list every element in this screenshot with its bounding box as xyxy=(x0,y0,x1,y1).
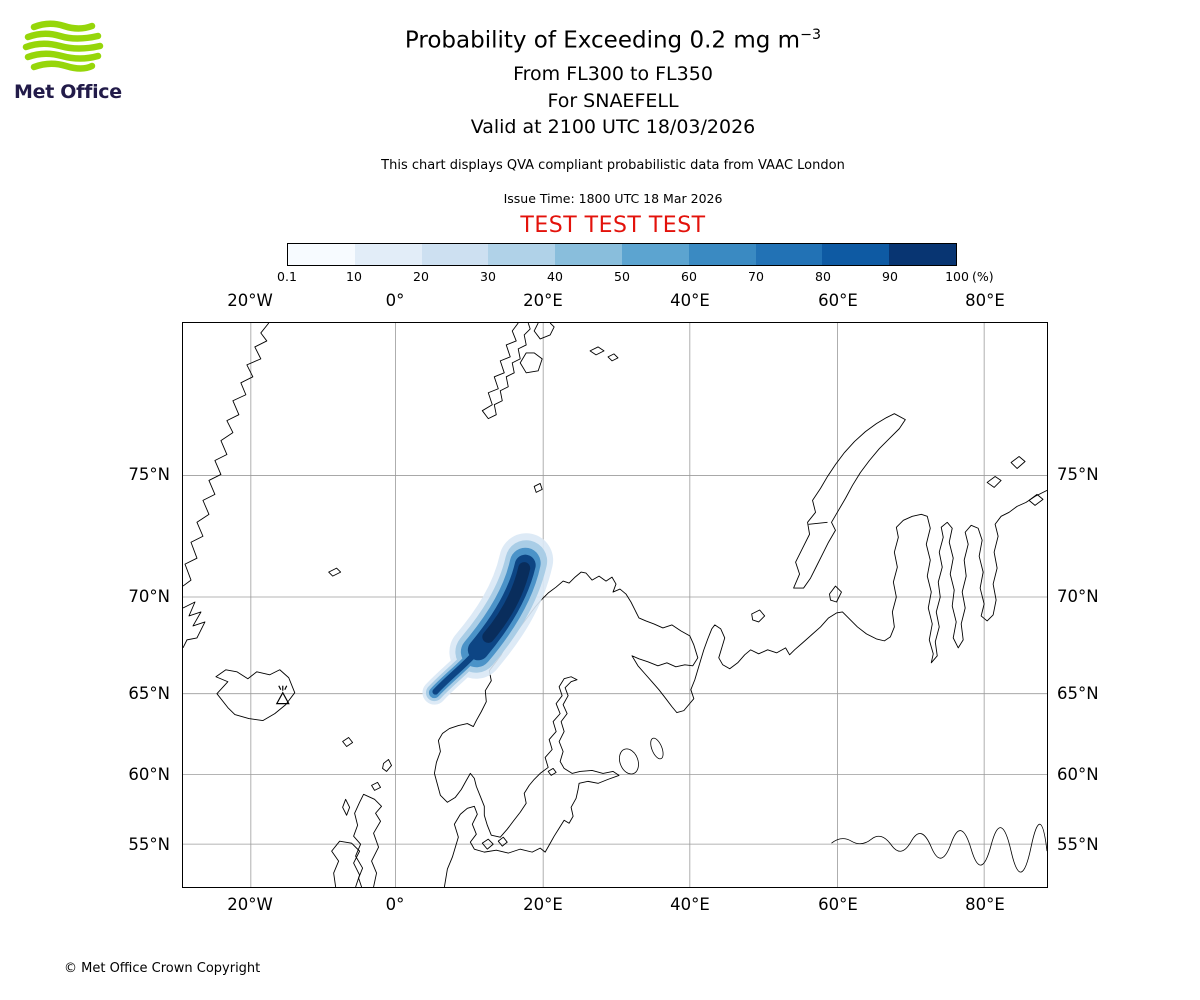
colorbar-tick: 10 xyxy=(346,269,362,284)
lon-label-bottom: 20°E xyxy=(523,895,563,914)
qva-note: This chart displays QVA compliant probab… xyxy=(381,158,845,173)
lon-label-top: 80°E xyxy=(965,291,1005,310)
colorbar-segment xyxy=(421,244,489,265)
lon-label-top: 40°E xyxy=(670,291,710,310)
coastlines xyxy=(182,322,1048,888)
map-frame xyxy=(182,322,1048,888)
lat-label-right: 70°N xyxy=(1057,587,1099,606)
colorbar-tick: 60 xyxy=(681,269,697,284)
colorbar-tick: 30 xyxy=(480,269,496,284)
test-banner: TEST TEST TEST xyxy=(520,213,706,238)
page-title: Probability of Exceeding 0.2 mg m−3 xyxy=(13,27,1200,54)
colorbar-segment xyxy=(822,244,890,265)
lat-label-right: 55°N xyxy=(1057,835,1099,854)
colorbar-segment xyxy=(621,244,689,265)
lon-label-bottom: 20°W xyxy=(227,895,273,914)
colorbar-segment xyxy=(288,244,355,265)
logo-waves-icon xyxy=(22,20,104,72)
colorbar-tick: 40 xyxy=(547,269,563,284)
colorbar-unit: (%) xyxy=(972,269,994,284)
lakes xyxy=(619,737,664,775)
logo-text: Met Office xyxy=(14,81,122,103)
subtitle-volcano: For SNAEFELL xyxy=(547,90,679,112)
lon-label-top: 20°E xyxy=(523,291,563,310)
colorbar-segment xyxy=(488,244,556,265)
colorbar-tick: 0.1 xyxy=(277,269,297,284)
colorbar-tick: 20 xyxy=(413,269,429,284)
lon-label-bottom: 80°E xyxy=(965,895,1005,914)
colorbar-tick: 90 xyxy=(882,269,898,284)
volcano-marker xyxy=(275,685,290,705)
subtitle-valid-time: Valid at 2100 UTC 18/03/2026 xyxy=(470,116,756,138)
lon-label-bottom: 40°E xyxy=(670,895,710,914)
lat-label-right: 60°N xyxy=(1057,765,1099,784)
colorbar-tick: 50 xyxy=(614,269,630,284)
subtitle-flight-levels: From FL300 to FL350 xyxy=(513,63,713,85)
lon-label-bottom: 0° xyxy=(385,895,405,914)
lon-label-top: 0° xyxy=(385,291,405,310)
colorbar-segment xyxy=(354,244,422,265)
lat-label-left: 55°N xyxy=(128,835,170,854)
lat-label-left: 70°N xyxy=(128,587,170,606)
colorbar-segment xyxy=(755,244,823,265)
colorbar-segment xyxy=(555,244,622,265)
title-exponent: −3 xyxy=(800,27,822,43)
lat-label-right: 65°N xyxy=(1057,684,1099,703)
copyright: © Met Office Crown Copyright xyxy=(64,961,261,976)
colorbar-segment xyxy=(889,244,956,265)
colorbar xyxy=(287,243,957,266)
lon-label-top: 20°W xyxy=(227,291,273,310)
lon-label-top: 60°E xyxy=(818,291,858,310)
lat-label-right: 75°N xyxy=(1057,465,1099,484)
lat-label-left: 60°N xyxy=(128,765,170,784)
issue-time: Issue Time: 1800 UTC 18 Mar 2026 xyxy=(503,191,723,206)
title-text: Probability of Exceeding 0.2 mg m xyxy=(404,27,801,54)
lat-label-left: 75°N xyxy=(128,465,170,484)
map-canvas xyxy=(182,322,1048,888)
lon-label-bottom: 60°E xyxy=(818,895,858,914)
ash-plume xyxy=(422,533,554,705)
colorbar-segment xyxy=(688,244,756,265)
lat-label-left: 65°N xyxy=(128,684,170,703)
colorbar-tick: 70 xyxy=(748,269,764,284)
colorbar-tick: 100 xyxy=(945,269,969,284)
met-office-logo: Met Office xyxy=(14,20,134,103)
gridlines xyxy=(183,323,1047,887)
colorbar-tick: 80 xyxy=(815,269,831,284)
